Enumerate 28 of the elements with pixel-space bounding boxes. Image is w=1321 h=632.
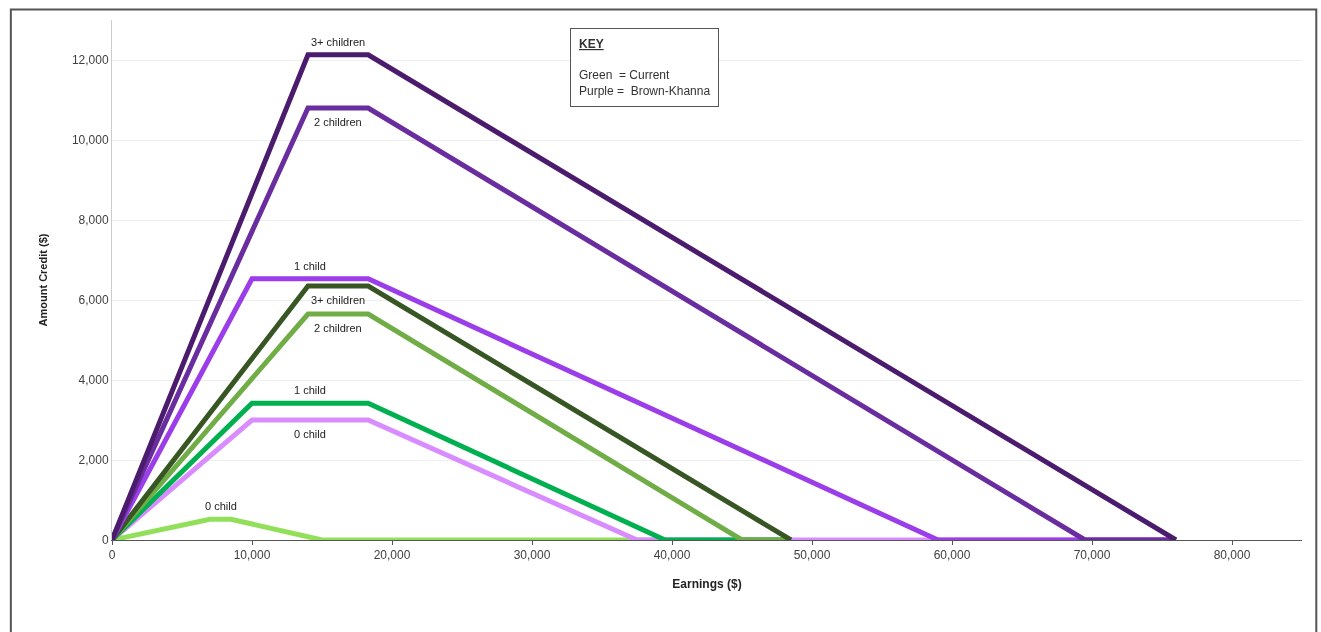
series-label: 3+ children (311, 294, 366, 306)
y-tick-label: 12,000 (71, 53, 109, 68)
series-label: 2 children (314, 322, 362, 334)
y-tick-label: 8,000 (78, 213, 109, 228)
x-tick-label: 40,000 (653, 548, 691, 563)
x-tick-label: 30,000 (513, 548, 551, 563)
x-tick-label: 80,000 (1213, 548, 1251, 563)
x-tick-label: 50,000 (793, 548, 831, 563)
y-tick-label: 4,000 (78, 373, 109, 388)
series-label: 2 children (314, 116, 362, 128)
y-tick-label: 0 (101, 533, 109, 548)
y-tick-label: 10,000 (71, 133, 109, 148)
series-label: 0 child (294, 428, 326, 440)
annotation: KEY (579, 37, 604, 51)
y-tick-label: 6,000 (78, 293, 109, 308)
series-label: 1 child (294, 384, 326, 396)
x-tick-label: 10,000 (233, 548, 271, 563)
annotation: Green = Current (579, 68, 671, 83)
x-tick-label: 70,000 (1073, 548, 1111, 563)
series-label: 1 child (294, 260, 326, 272)
annotation: Purple = Brown-Khanna (579, 83, 711, 98)
series-label: 3+ children (311, 36, 366, 48)
x-axis-title: Earnings ($) (672, 577, 742, 592)
series-label: 0 child (205, 500, 237, 512)
x-tick-label: 20,000 (373, 548, 411, 563)
y-axis-title: Amount Credit ($) (36, 233, 49, 327)
y-tick-label: 2,000 (78, 453, 109, 468)
x-tick-label: 60,000 (933, 548, 971, 563)
